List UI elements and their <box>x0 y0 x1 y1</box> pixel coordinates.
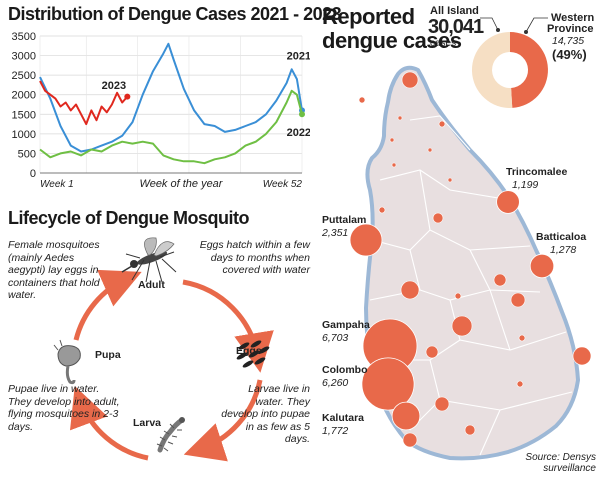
city-value-kalutara: 1,772 <box>322 425 349 437</box>
donut-slice-0 <box>510 32 548 108</box>
y-tick-label: 3500 <box>12 31 36 43</box>
district-bubbles <box>349 71 592 448</box>
city-name-kalutara: Kalutara <box>322 412 365 424</box>
stage-label-pupa: Pupa <box>95 349 121 361</box>
bubble-puttalam <box>349 223 383 257</box>
cases-label: cases <box>430 38 457 49</box>
bubble-district-13 <box>572 346 592 366</box>
map-title-line2: dengue cases <box>322 28 462 53</box>
western-province-donut <box>471 31 548 108</box>
larva-description: Larvae live in water. They develop into … <box>221 383 310 445</box>
eggs-icon <box>236 340 270 368</box>
western-label-line1: Western <box>551 12 595 24</box>
bubble-district-15 <box>434 396 450 412</box>
bubble-district-21 <box>389 137 395 143</box>
line-chart-title: Distribution of Dengue Cases 2021 - 2023 <box>8 4 342 24</box>
y-tick-label: 2000 <box>12 90 36 102</box>
y-tick-label: 1500 <box>12 109 36 121</box>
y-tick-label: 3000 <box>12 51 36 63</box>
donut-slice-1 <box>471 31 513 108</box>
y-tick-label: 2500 <box>12 70 36 82</box>
cycle-arrow-pupa-adult <box>73 269 142 341</box>
x-axis-label: Week of the year <box>140 178 224 190</box>
series-label-2022: 2022 <box>287 127 310 139</box>
bubble-district-18 <box>358 96 366 104</box>
western-percent: (49%) <box>552 47 587 62</box>
bubble-district-20 <box>397 115 403 121</box>
bubble-district-6 <box>400 280 420 300</box>
all-island-label: All Island <box>430 5 479 17</box>
bubble-district-2 <box>427 147 433 153</box>
bubble-kalutara <box>391 401 421 431</box>
all-island-value: 30,041 <box>428 16 484 38</box>
series-end-dot-2023 <box>124 93 131 100</box>
bubble-district-17 <box>402 432 418 448</box>
bubble-district-7 <box>454 292 462 300</box>
x-end-label: Week 52 <box>263 179 303 190</box>
sri-lanka-map <box>349 65 592 461</box>
bubble-colombo <box>361 357 415 411</box>
island-outline <box>364 65 580 461</box>
bubble-district-16 <box>464 424 476 436</box>
x-start-label: Week 1 <box>40 179 74 190</box>
bubble-district-1 <box>438 120 446 128</box>
y-tick-label: 0 <box>30 168 36 180</box>
western-value: 14,735 <box>552 35 585 47</box>
bubble-district-11 <box>451 315 473 337</box>
city-value-puttalam: 2,351 <box>322 227 349 239</box>
bubble-batticaloa <box>529 253 555 279</box>
stage-label-larva: Larva <box>133 417 162 429</box>
city-name-colombo: Colombo <box>322 364 368 376</box>
city-name-trincomalee: Trincomalee <box>506 166 568 178</box>
adult-description: Female mosquitoes (mainly Aedes aegypti)… <box>8 239 100 301</box>
series-line-2023 <box>39 80 129 126</box>
bubble-district-19 <box>447 177 453 183</box>
bubble-district-4 <box>378 206 386 214</box>
bubble-trincomalee <box>496 190 520 214</box>
city-value-trincomalee: 1,199 <box>512 179 539 191</box>
series-line-2021 <box>39 42 303 153</box>
stage-label-adult: Adult <box>138 279 165 291</box>
cycle-arrow-eggs-larva <box>183 379 263 462</box>
city-value-colombo: 6,260 <box>322 377 349 389</box>
bubble-district-9 <box>510 292 526 308</box>
city-name-batticaloa: Batticaloa <box>536 231 587 243</box>
series-end-dot-2022 <box>299 111 305 118</box>
y-tick-label: 1000 <box>12 129 36 141</box>
y-tick-label: 500 <box>18 148 36 160</box>
bubble-district-5 <box>432 212 444 224</box>
city-name-puttalam: Puttalam <box>322 214 367 226</box>
bubble-district-0 <box>401 71 419 89</box>
source-line1: Source: Densys <box>525 452 596 463</box>
source-line2: surveillance <box>543 463 596 474</box>
western-label-line2: Province <box>547 23 594 35</box>
lifecycle-title: Lifecycle of Dengue Mosquito <box>8 208 250 228</box>
bubble-district-8 <box>493 273 507 287</box>
series-label-2021: 2021 <box>287 50 310 62</box>
district-borders <box>369 115 573 456</box>
city-name-gampaha: Gampaha <box>322 319 370 331</box>
city-value-batticaloa: 1,278 <box>550 244 577 256</box>
series-line-2022 <box>39 89 303 165</box>
cycle-arrow-larva-pupa <box>70 385 149 461</box>
mosquito-icon <box>121 237 177 283</box>
pupa-description: Pupae live in water. They develop into a… <box>8 383 120 433</box>
dengue-line-chart: 0 500 1000 1500 2000 2500 3000 3500 Week 1 Week 5… <box>12 31 310 190</box>
bubble-district-12 <box>518 334 526 342</box>
bubble-district-14 <box>516 380 524 388</box>
eggs-description: Eggs hatch within a few days to months w… <box>199 239 310 276</box>
series-label-2023: 2023 <box>102 80 126 92</box>
map-title-line1: Reported <box>322 4 415 29</box>
city-value-gampaha: 6,703 <box>322 332 349 344</box>
bubble-district-10 <box>425 345 439 359</box>
lifecycle-diagram <box>53 237 274 462</box>
larva-icon <box>156 417 185 453</box>
donut-leader-lines <box>480 17 548 34</box>
stage-label-eggs: Eggs <box>236 345 262 357</box>
pupa-icon <box>53 339 81 385</box>
bubble-district-3 <box>391 162 397 168</box>
